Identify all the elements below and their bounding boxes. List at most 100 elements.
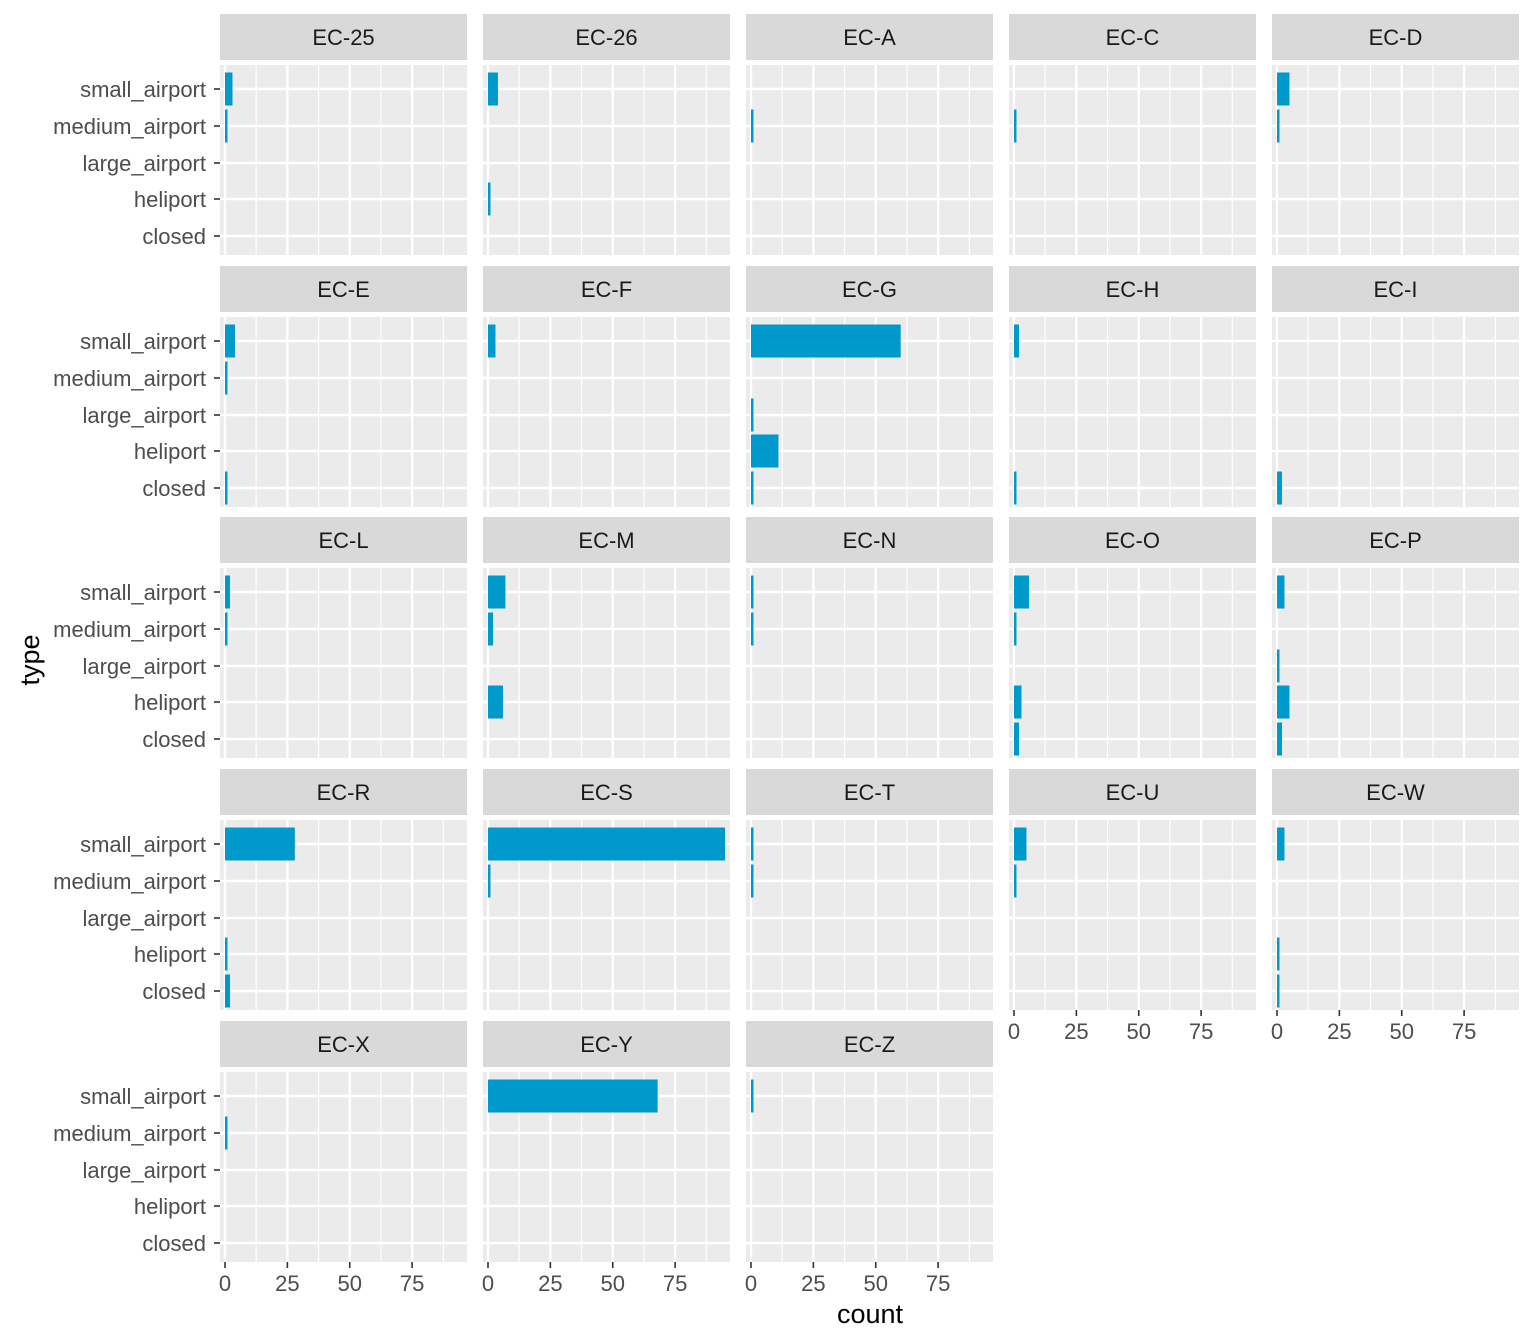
y-tick-label: closed bbox=[142, 979, 206, 1004]
bar bbox=[750, 398, 754, 432]
bar bbox=[487, 1079, 658, 1113]
bar bbox=[1276, 974, 1280, 1008]
panel-background bbox=[1009, 65, 1256, 255]
facet-strip-label: EC-C bbox=[1106, 25, 1160, 50]
facet-strip bbox=[746, 266, 993, 312]
facet-strip-label: EC-N bbox=[843, 528, 897, 553]
facet-strip bbox=[483, 266, 730, 312]
bar bbox=[224, 974, 230, 1008]
facet-panel: EC-P bbox=[1272, 517, 1519, 758]
panel-background bbox=[746, 820, 993, 1010]
facet-strip-label: EC-P bbox=[1369, 528, 1422, 553]
y-tick-label: medium_airport bbox=[53, 869, 206, 894]
x-tick-label: 75 bbox=[663, 1271, 687, 1296]
facet-strip bbox=[220, 1021, 467, 1067]
facet-strip bbox=[483, 517, 730, 563]
bar bbox=[487, 685, 503, 719]
bar bbox=[1013, 471, 1017, 505]
panel-background bbox=[483, 317, 730, 507]
facet-strip-label: EC-R bbox=[317, 780, 371, 805]
bar bbox=[1276, 685, 1290, 719]
x-tick-label: 50 bbox=[337, 1271, 361, 1296]
x-tick-label: 0 bbox=[219, 1271, 231, 1296]
facet-panel: EC-26 bbox=[483, 14, 730, 255]
facet-strip bbox=[220, 14, 467, 60]
facet-strip bbox=[1009, 14, 1256, 60]
bar bbox=[750, 471, 754, 505]
bar bbox=[224, 361, 228, 395]
panel-background bbox=[220, 1072, 467, 1262]
facet-panels: EC-25 small_airport medium_airport large_ai… bbox=[53, 14, 1519, 1296]
x-tick-label: 50 bbox=[600, 1271, 624, 1296]
y-tick-label: medium_airport bbox=[53, 114, 206, 139]
bar bbox=[750, 575, 754, 609]
bar bbox=[487, 864, 491, 898]
x-tick-label: 25 bbox=[538, 1271, 562, 1296]
facet-strip bbox=[746, 769, 993, 815]
facet-strip-label: EC-O bbox=[1105, 528, 1160, 553]
y-tick-label: small_airport bbox=[80, 832, 206, 857]
facet-strip bbox=[483, 769, 730, 815]
facet-strip bbox=[746, 1021, 993, 1067]
facet-strip-label: EC-F bbox=[581, 277, 632, 302]
bar bbox=[1013, 324, 1019, 358]
facet-strip-label: EC-Y bbox=[580, 1032, 633, 1057]
bar bbox=[224, 937, 228, 971]
x-tick-label: 25 bbox=[1064, 1019, 1088, 1044]
panel-background bbox=[746, 65, 993, 255]
facet-strip-label: EC-E bbox=[317, 277, 370, 302]
facet-strip-label: EC-W bbox=[1366, 780, 1425, 805]
facet-strip bbox=[1009, 769, 1256, 815]
facet-panel: EC-U 0 25 50 75 bbox=[1008, 769, 1256, 1044]
bar bbox=[1276, 72, 1290, 106]
facet-panel: EC-S bbox=[483, 769, 730, 1010]
y-tick-label: closed bbox=[142, 727, 206, 752]
facet-panel: EC-25 small_airport medium_airport large_ai… bbox=[53, 14, 467, 255]
y-tick-label: small_airport bbox=[80, 329, 206, 354]
facet-panel: EC-O bbox=[1009, 517, 1256, 758]
bar bbox=[1013, 612, 1017, 646]
y-tick-label: medium_airport bbox=[53, 617, 206, 642]
y-tick-label: heliport bbox=[134, 439, 206, 464]
facet-panel: EC-Y 0 25 50 75 bbox=[482, 1021, 730, 1296]
y-tick-label: large_airport bbox=[82, 151, 206, 176]
facet-strip-label: EC-26 bbox=[575, 25, 637, 50]
y-tick-label: heliport bbox=[134, 690, 206, 715]
bar bbox=[750, 109, 754, 143]
facet-strip bbox=[483, 14, 730, 60]
facet-strip bbox=[1272, 266, 1519, 312]
panel-background bbox=[1272, 317, 1519, 507]
bar bbox=[487, 827, 726, 861]
facet-panel: EC-N bbox=[746, 517, 993, 758]
y-tick-label: closed bbox=[142, 224, 206, 249]
bar bbox=[487, 324, 496, 358]
y-axis-title: type bbox=[15, 634, 45, 685]
bar bbox=[1013, 575, 1029, 609]
y-tick-label: closed bbox=[142, 476, 206, 501]
facet-strip bbox=[483, 1021, 730, 1067]
facet-strip bbox=[220, 517, 467, 563]
x-axis-title: count bbox=[837, 1299, 904, 1329]
bar bbox=[750, 612, 754, 646]
facet-panel: EC-M bbox=[483, 517, 730, 758]
bar bbox=[750, 324, 901, 358]
y-tick-label: large_airport bbox=[82, 1158, 206, 1183]
bar bbox=[487, 182, 491, 216]
y-tick-label: heliport bbox=[134, 942, 206, 967]
facet-panel: EC-X small_airport medium_airport large_air… bbox=[53, 1021, 467, 1296]
bar bbox=[1276, 937, 1280, 971]
facet-strip-label: EC-X bbox=[317, 1032, 370, 1057]
panel-background bbox=[1272, 568, 1519, 758]
x-tick-label: 25 bbox=[275, 1271, 299, 1296]
facet-strip-label: EC-L bbox=[318, 528, 368, 553]
panel-background bbox=[1009, 317, 1256, 507]
bar bbox=[224, 1116, 228, 1150]
panel-background bbox=[746, 568, 993, 758]
facet-strip bbox=[746, 517, 993, 563]
facet-panel: EC-D bbox=[1272, 14, 1519, 255]
facet-strip-label: EC-A bbox=[843, 25, 896, 50]
facet-panel: EC-F bbox=[483, 266, 730, 507]
facet-panel: EC-A bbox=[746, 14, 993, 255]
bar bbox=[750, 864, 754, 898]
facet-strip-label: EC-T bbox=[844, 780, 895, 805]
